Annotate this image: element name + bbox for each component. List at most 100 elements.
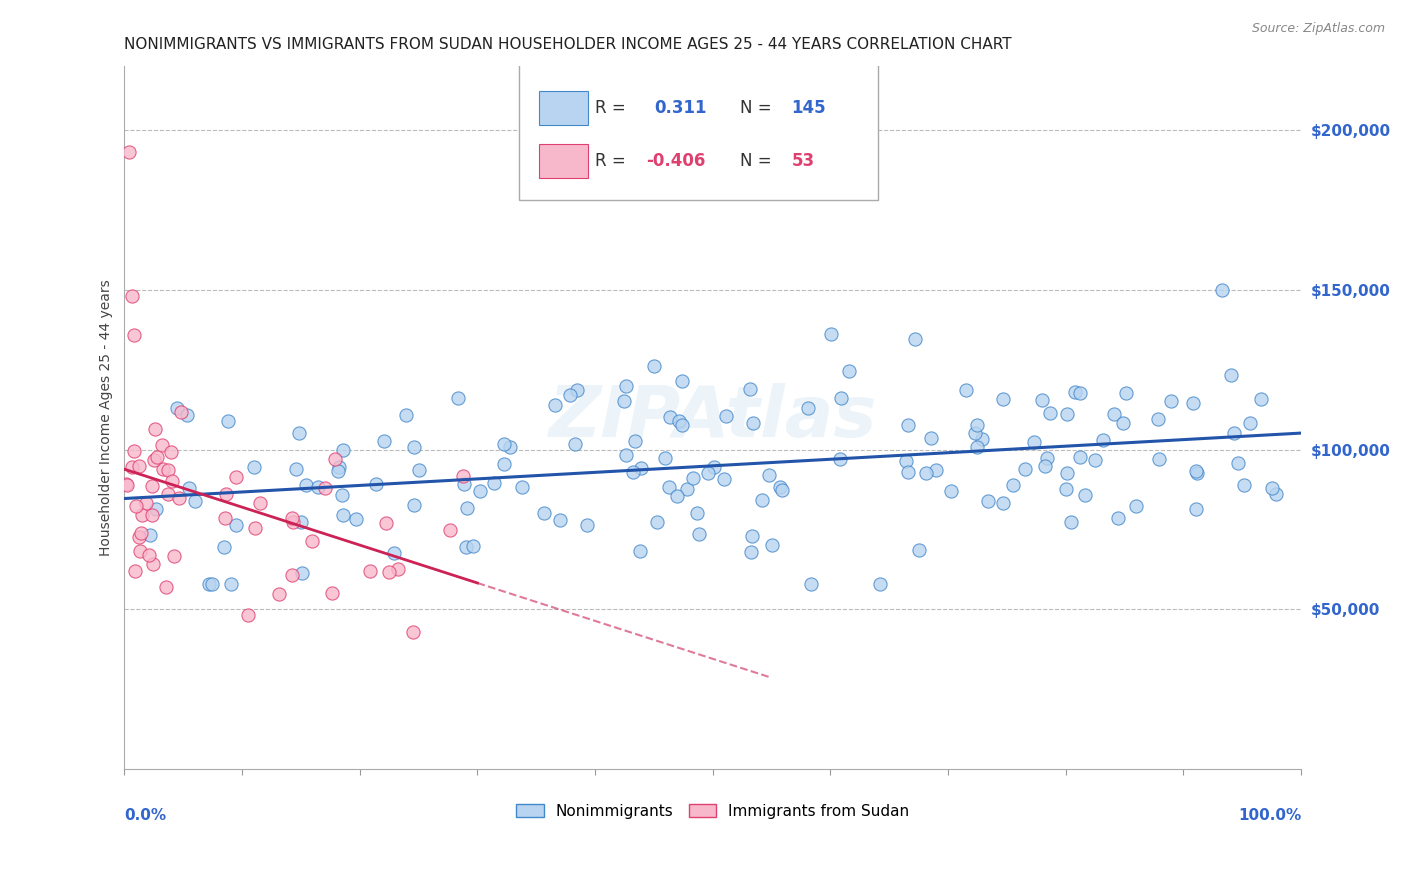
Point [225, 517, 247, 532]
Point [548, 513, 571, 527]
Point [1069, 450, 1091, 464]
Point [1002, 477, 1025, 491]
Point [838, 364, 860, 378]
Point [1024, 434, 1046, 449]
Point [654, 450, 676, 465]
Point [1056, 466, 1078, 480]
Point [830, 391, 852, 405]
Point [685, 507, 707, 521]
Point [155, 580, 177, 594]
Point [141, 478, 163, 492]
Y-axis label: Householder Income Ages 25 - 44 years: Householder Income Ages 25 - 44 years [100, 279, 114, 556]
Point [1125, 499, 1147, 513]
Point [1223, 426, 1246, 441]
Point [1036, 450, 1059, 465]
Point [163, 549, 186, 564]
Point [897, 418, 920, 433]
Point [688, 527, 710, 541]
Point [121, 459, 143, 474]
Text: 53: 53 [792, 152, 814, 169]
Point [124, 564, 146, 578]
Point [1147, 452, 1170, 467]
Point [1074, 488, 1097, 502]
Point [1185, 501, 1208, 516]
Point [439, 524, 461, 538]
Text: 145: 145 [792, 99, 827, 117]
Point [225, 470, 247, 484]
Point [281, 515, 304, 529]
Point [387, 562, 409, 576]
Point [118, 145, 141, 160]
FancyBboxPatch shape [538, 144, 588, 178]
Point [643, 359, 665, 373]
Point [145, 450, 167, 465]
Point [1219, 368, 1241, 382]
Point [456, 540, 478, 554]
Point [1261, 481, 1284, 495]
Point [564, 437, 586, 451]
Point [1185, 464, 1208, 478]
Point [510, 480, 533, 494]
Point [323, 451, 346, 466]
Point [470, 483, 492, 498]
Point [141, 508, 163, 523]
Point [1146, 412, 1168, 426]
Point [446, 391, 468, 405]
Point [1250, 392, 1272, 407]
Point [955, 384, 977, 398]
Point [453, 477, 475, 491]
Text: 0.311: 0.311 [654, 99, 706, 117]
Text: ZIPAtlas: ZIPAtlas [548, 384, 877, 452]
Point [533, 506, 555, 520]
Point [904, 332, 927, 346]
Text: 100.0%: 100.0% [1237, 808, 1301, 823]
Point [138, 548, 160, 562]
Point [797, 401, 820, 415]
Point [869, 577, 891, 591]
Point [290, 566, 312, 580]
Point [198, 577, 221, 591]
Point [281, 568, 304, 582]
Point [499, 440, 522, 454]
Point [800, 577, 823, 591]
Point [714, 409, 737, 423]
Point [624, 434, 647, 448]
Point [402, 499, 425, 513]
Point [897, 465, 920, 479]
Point [671, 374, 693, 388]
Point [217, 414, 239, 428]
Point [613, 394, 636, 409]
Point [939, 484, 962, 499]
Point [378, 565, 401, 579]
Point [1112, 416, 1135, 430]
Point [751, 493, 773, 508]
Point [128, 458, 150, 473]
Point [249, 496, 271, 510]
Point [991, 495, 1014, 509]
Point [156, 463, 179, 477]
Point [129, 544, 152, 558]
Point [212, 540, 235, 554]
Point [160, 445, 183, 459]
Point [382, 546, 405, 560]
Point [332, 443, 354, 458]
Point [924, 463, 946, 477]
Point [215, 487, 238, 501]
Point [1226, 456, 1249, 470]
Point [408, 463, 430, 477]
Point [1115, 386, 1137, 401]
Text: N =: N = [740, 99, 772, 117]
Point [1107, 511, 1129, 525]
Point [770, 483, 793, 498]
Point [135, 496, 157, 510]
Point [761, 538, 783, 552]
Point [267, 587, 290, 601]
Text: N =: N = [740, 152, 772, 169]
Point [219, 577, 242, 591]
Point [301, 533, 323, 548]
Point [966, 418, 988, 433]
Point [236, 607, 259, 622]
Text: NONIMMIGRANTS VS IMMIGRANTS FROM SUDAN HOUSEHOLDER INCOME AGES 25 - 44 YEARS COR: NONIMMIGRANTS VS IMMIGRANTS FROM SUDAN H… [125, 37, 1012, 53]
Point [658, 480, 681, 494]
Point [166, 401, 188, 415]
